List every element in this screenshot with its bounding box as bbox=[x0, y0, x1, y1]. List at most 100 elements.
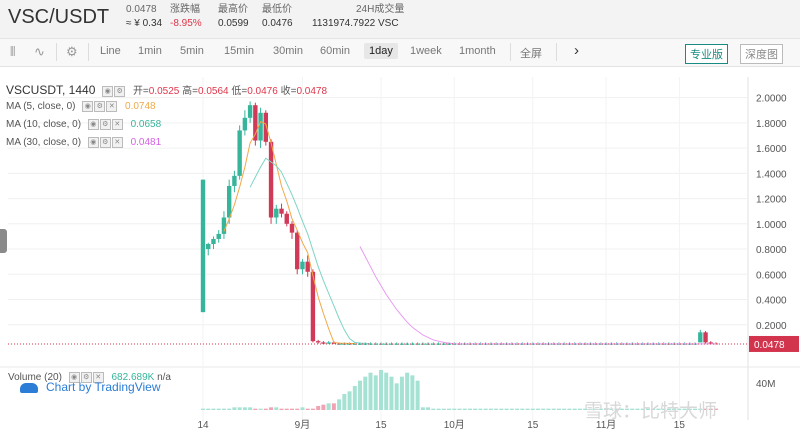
volume-bar bbox=[609, 408, 614, 410]
volume-bar bbox=[358, 380, 363, 410]
candle-body bbox=[268, 141, 274, 218]
close-icon[interactable]: ✕ bbox=[92, 372, 104, 383]
eye-icon[interactable]: ◉ bbox=[87, 119, 99, 130]
interval-30min[interactable]: 30min bbox=[273, 45, 303, 57]
y-tick-label: 0.2000 bbox=[756, 321, 787, 332]
volume-bar bbox=[703, 408, 708, 410]
gear-icon[interactable]: ⚙ bbox=[94, 101, 106, 112]
last-price-marker: 0.0478 bbox=[8, 335, 799, 352]
volume-bar bbox=[331, 403, 336, 410]
volume-bar bbox=[426, 407, 431, 410]
close-legend-label: 收= bbox=[280, 86, 297, 97]
volume-bar bbox=[284, 408, 289, 410]
line-style-icon[interactable]: ∿ bbox=[34, 44, 45, 59]
y-tick-label: 0.4000 bbox=[756, 296, 787, 307]
volume-bar bbox=[604, 408, 609, 410]
ma5-line bbox=[223, 120, 355, 345]
y-tick-label: 1.0000 bbox=[756, 220, 787, 231]
close-legend-value: 0.0478 bbox=[296, 86, 328, 97]
volume-axis-label: 40M bbox=[756, 379, 775, 390]
last-price-tag-label: 0.0478 bbox=[754, 340, 785, 351]
volume-na: n/a bbox=[157, 372, 171, 384]
volume-bar bbox=[693, 408, 698, 410]
side-panel-handle[interactable] bbox=[0, 229, 7, 253]
eye-icon[interactable]: ◉ bbox=[68, 372, 80, 383]
candle-body bbox=[315, 341, 321, 343]
volume-bar bbox=[478, 408, 483, 410]
low-value: 0.0476 bbox=[262, 18, 293, 29]
volume-bar bbox=[525, 408, 530, 410]
volume-bar bbox=[232, 407, 237, 410]
candle-body bbox=[326, 342, 331, 344]
candle-body bbox=[216, 233, 221, 239]
settings-gear-icon[interactable]: ⚙ bbox=[66, 44, 78, 59]
interval-1week[interactable]: 1week bbox=[410, 45, 442, 57]
volume-bar bbox=[289, 408, 294, 410]
candle-body bbox=[211, 238, 216, 244]
volume-bar bbox=[536, 408, 541, 410]
volume-bar bbox=[473, 408, 478, 410]
candle-body bbox=[206, 244, 211, 250]
interval-1month[interactable]: 1month bbox=[459, 45, 496, 57]
volume-buttons: ◉ ⚙ ✕ bbox=[68, 372, 105, 383]
gear-icon[interactable]: ⚙ bbox=[99, 119, 111, 130]
last-price-block: 0.0478 ≈ ¥ 0.34 bbox=[126, 3, 162, 31]
toolbar-divider bbox=[56, 43, 57, 61]
ma30-buttons: ◉ ⚙ ✕ bbox=[87, 137, 124, 148]
depth-chart-button[interactable]: 深度图 bbox=[740, 44, 783, 64]
volume-bar bbox=[431, 408, 436, 410]
ma5-legend-row: MA (5, close, 0) ◉ ⚙ ✕ 0.0748 bbox=[6, 101, 156, 112]
chevron-right-icon[interactable]: › bbox=[574, 42, 579, 59]
volume-bar bbox=[248, 407, 253, 410]
volume-bar bbox=[384, 372, 389, 410]
eye-icon[interactable]: ◉ bbox=[102, 85, 114, 97]
high-legend-value: 0.0564 bbox=[198, 86, 229, 97]
x-tick-label: 15 bbox=[527, 420, 539, 431]
volume-bar bbox=[447, 408, 452, 410]
close-icon[interactable]: ✕ bbox=[111, 137, 123, 148]
candle-body bbox=[389, 343, 394, 345]
x-tick-label: 15 bbox=[674, 420, 686, 431]
candle-body bbox=[289, 223, 295, 233]
ma10-value: 0.0658 bbox=[130, 119, 162, 131]
symbol-label: VSCUSDT, 1440 bbox=[6, 83, 96, 97]
candle-style-icon[interactable]: ⫴ bbox=[10, 44, 16, 59]
gear-icon[interactable]: ⚙ bbox=[99, 137, 111, 148]
gear-icon[interactable]: ⚙ bbox=[114, 85, 126, 97]
eye-icon[interactable]: ◉ bbox=[82, 101, 94, 112]
candle-body bbox=[226, 185, 232, 218]
interval-line[interactable]: Line bbox=[100, 45, 121, 57]
candle-body bbox=[305, 261, 310, 272]
volume-bar bbox=[562, 408, 567, 410]
interval-60min[interactable]: 60min bbox=[320, 45, 350, 57]
eye-icon[interactable]: ◉ bbox=[87, 137, 99, 148]
volume-bar bbox=[258, 408, 263, 410]
interval-1min[interactable]: 1min bbox=[138, 45, 162, 57]
candle-body bbox=[415, 343, 420, 345]
y-tick-label: 1.8000 bbox=[756, 119, 787, 130]
interval-5min[interactable]: 5min bbox=[180, 45, 204, 57]
pro-version-button[interactable]: 专业版 bbox=[685, 44, 728, 64]
volume-bar bbox=[457, 408, 462, 410]
tradingview-label: Chart by TradingView bbox=[46, 380, 161, 394]
interval-15min[interactable]: 15min bbox=[224, 45, 254, 57]
volume-bar bbox=[625, 408, 630, 410]
high-legend-label: 高= bbox=[182, 86, 198, 97]
gear-icon[interactable]: ⚙ bbox=[80, 372, 92, 383]
x-tick-label: 9月 bbox=[295, 419, 311, 431]
volume-24h-value: 1131974.7922 VSC bbox=[312, 18, 399, 29]
volume-label: Volume (20) bbox=[8, 372, 62, 384]
volume-bar bbox=[661, 408, 666, 410]
close-icon[interactable]: ✕ bbox=[106, 101, 118, 112]
volume-bar bbox=[567, 408, 572, 410]
fullscreen-button[interactable]: 全屏 bbox=[520, 48, 542, 60]
volume-bar bbox=[483, 408, 488, 410]
volume-bar bbox=[651, 408, 656, 410]
tradingview-logo[interactable]: Chart by TradingView bbox=[20, 380, 161, 394]
volume-bar bbox=[708, 408, 713, 410]
volume-bar bbox=[316, 406, 321, 410]
interval-1day[interactable]: 1day bbox=[364, 43, 398, 59]
candle-body bbox=[295, 232, 300, 270]
close-icon[interactable]: ✕ bbox=[111, 119, 123, 130]
